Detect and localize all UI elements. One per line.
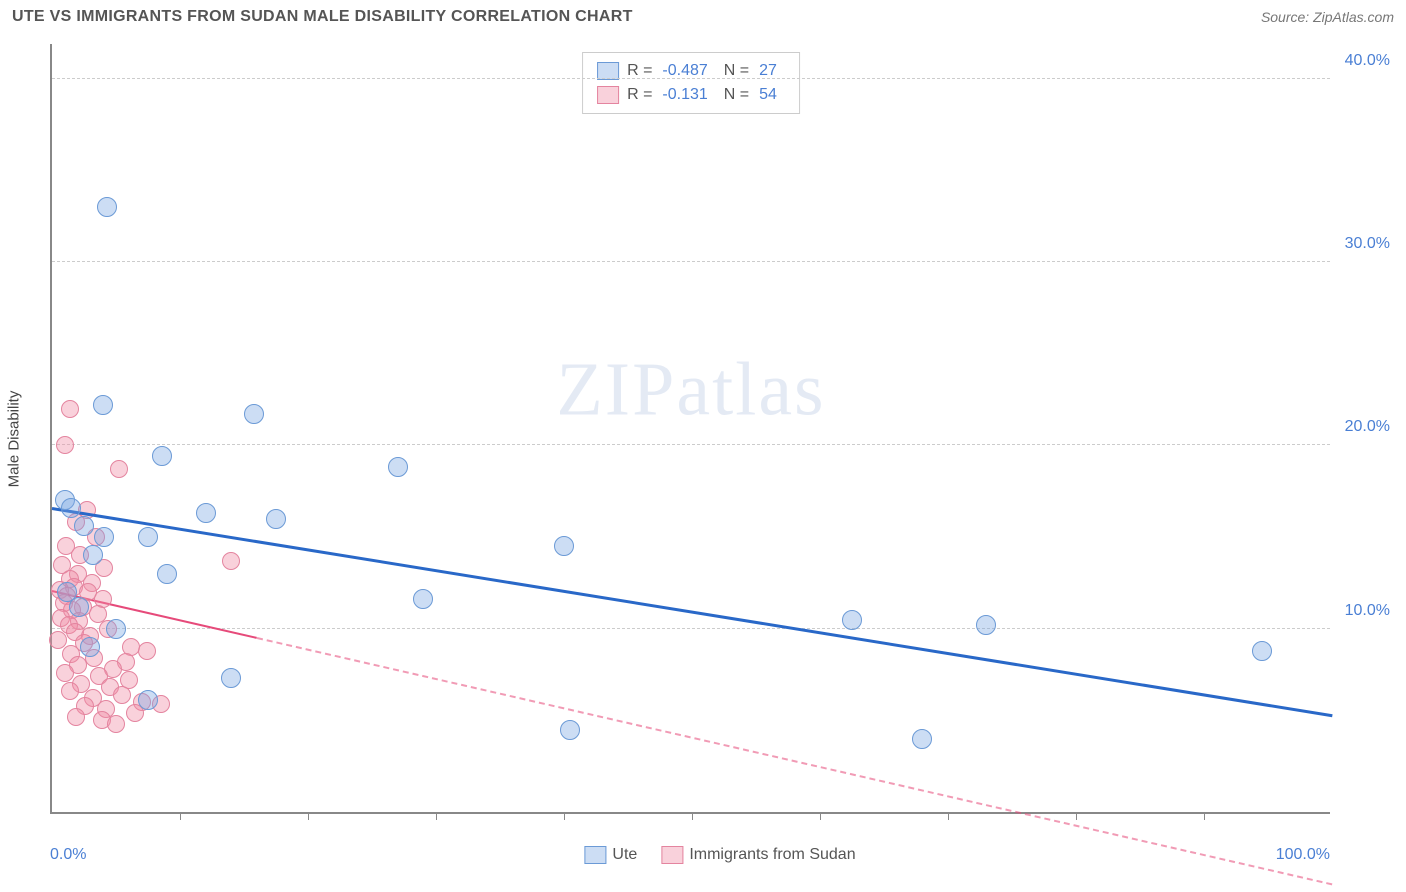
data-point: [413, 589, 433, 609]
x-tick: [1076, 812, 1077, 820]
data-point: [93, 395, 113, 415]
data-point: [196, 503, 216, 523]
data-point: [113, 686, 131, 704]
grid-line: [52, 628, 1330, 629]
legend-item: Immigrants from Sudan: [661, 846, 855, 864]
data-point: [67, 708, 85, 726]
stats-legend: R = -0.487 N = 27 R = -0.131 N = 54: [582, 52, 800, 114]
data-point: [56, 664, 74, 682]
data-point: [138, 642, 156, 660]
source-label: Source: ZipAtlas.com: [1261, 9, 1394, 25]
legend-n-value: 54: [759, 83, 777, 107]
data-point: [83, 545, 103, 565]
legend-series-name: Ute: [612, 846, 637, 864]
legend-r-label: R =: [627, 83, 652, 107]
data-point: [244, 404, 264, 424]
x-tick: [692, 812, 693, 820]
data-point: [74, 516, 94, 536]
data-point: [61, 682, 79, 700]
data-point: [1252, 641, 1272, 661]
y-tick-label: 10.0%: [1345, 602, 1390, 620]
y-axis-title: Male Disability: [6, 391, 23, 488]
data-point: [152, 446, 172, 466]
data-point: [976, 615, 996, 635]
legend-n-label: N =: [724, 83, 749, 107]
legend-swatch: [597, 86, 619, 104]
watermark: ZIPatlas: [556, 346, 825, 433]
data-point: [221, 668, 241, 688]
legend-n-label: N =: [724, 59, 749, 83]
data-point: [138, 527, 158, 547]
page-title: UTE VS IMMIGRANTS FROM SUDAN MALE DISABI…: [12, 8, 633, 26]
y-tick-label: 20.0%: [1345, 418, 1390, 436]
data-point: [912, 729, 932, 749]
trend-line: [52, 507, 1332, 717]
data-point: [80, 637, 100, 657]
data-point: [61, 400, 79, 418]
legend-series-name: Immigrants from Sudan: [689, 846, 855, 864]
correlation-chart: ZIPatlas R = -0.487 N = 27 R = -0.131 N = 54 10…: [50, 44, 1390, 834]
x-min-label: 0.0%: [50, 846, 86, 864]
x-tick: [1204, 812, 1205, 820]
data-point: [61, 498, 81, 518]
grid-line: [52, 444, 1330, 445]
data-point: [388, 457, 408, 477]
data-point: [157, 564, 177, 584]
legend-row: R = -0.131 N = 54: [597, 83, 785, 107]
y-tick-label: 30.0%: [1345, 235, 1390, 253]
x-tick: [180, 812, 181, 820]
data-point: [560, 720, 580, 740]
data-point: [110, 460, 128, 478]
grid-line: [52, 261, 1330, 262]
x-tick: [436, 812, 437, 820]
data-point: [106, 619, 126, 639]
legend-r-label: R =: [627, 59, 652, 83]
data-point: [266, 509, 286, 529]
legend-swatch: [661, 846, 683, 864]
legend-item: Ute: [584, 846, 637, 864]
legend-r-value: -0.487: [662, 59, 707, 83]
legend-n-value: 27: [759, 59, 777, 83]
data-point: [222, 552, 240, 570]
data-point: [554, 536, 574, 556]
x-max-label: 100.0%: [1276, 846, 1330, 864]
data-point: [49, 631, 67, 649]
x-tick: [308, 812, 309, 820]
data-point: [56, 436, 74, 454]
legend-row: R = -0.487 N = 27: [597, 59, 785, 83]
plot-area: ZIPatlas R =-0.487N =27R =-0.131N =54 10…: [50, 44, 1330, 814]
legend-r-value: -0.131: [662, 83, 707, 107]
grid-line: [52, 78, 1330, 79]
series-legend: Ute Immigrants from Sudan: [584, 846, 855, 864]
x-tick: [948, 812, 949, 820]
x-tick: [564, 812, 565, 820]
data-point: [97, 197, 117, 217]
data-point: [138, 690, 158, 710]
data-point: [94, 527, 114, 547]
data-point: [107, 715, 125, 733]
data-point: [842, 610, 862, 630]
data-point: [69, 597, 89, 617]
y-tick-label: 40.0%: [1345, 52, 1390, 70]
legend-swatch: [584, 846, 606, 864]
x-tick: [820, 812, 821, 820]
